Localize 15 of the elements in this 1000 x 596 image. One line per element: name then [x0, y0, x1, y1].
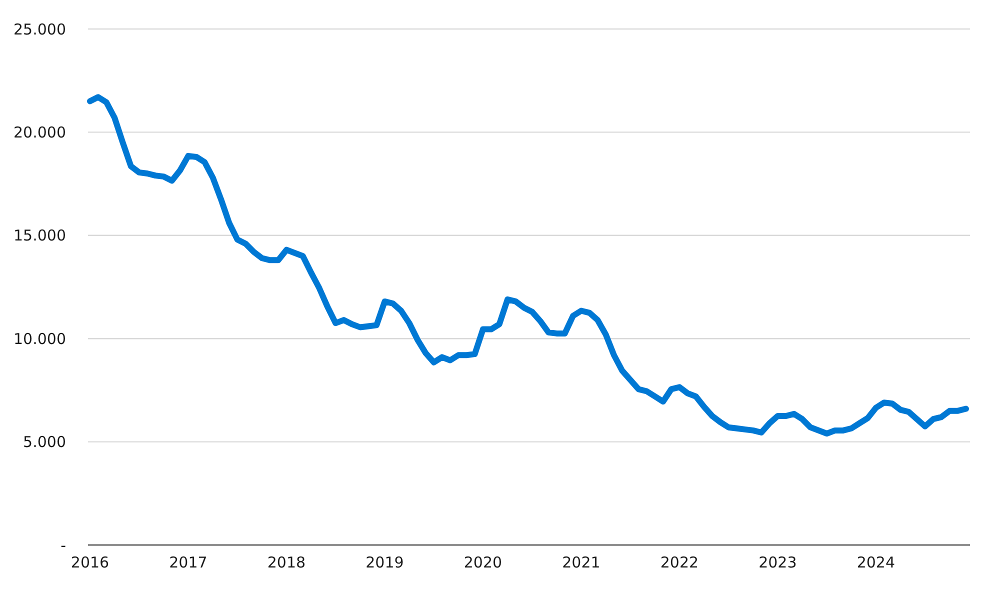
y-tick-label: 10.000 [14, 330, 66, 348]
x-tick-label: 2019 [366, 554, 404, 572]
y-tick-label: 5.000 [23, 433, 66, 452]
x-tick-label: 2023 [758, 554, 797, 572]
y-tick-label: - [60, 536, 66, 554]
x-tick-label: 2022 [660, 554, 699, 572]
y-tick-label: 25.000 [14, 20, 66, 38]
x-tick-label: 2020 [464, 554, 502, 572]
x-tick-label: 2016 [70, 554, 110, 572]
x-tick-label: 2021 [562, 554, 600, 572]
y-tick-label: 15.000 [14, 226, 66, 245]
x-tick-label: 2017 [169, 554, 208, 572]
y-tick-label: 20.000 [14, 124, 66, 142]
x-tick-label: 2018 [267, 554, 306, 572]
x-tick-label: 2024 [856, 554, 896, 572]
